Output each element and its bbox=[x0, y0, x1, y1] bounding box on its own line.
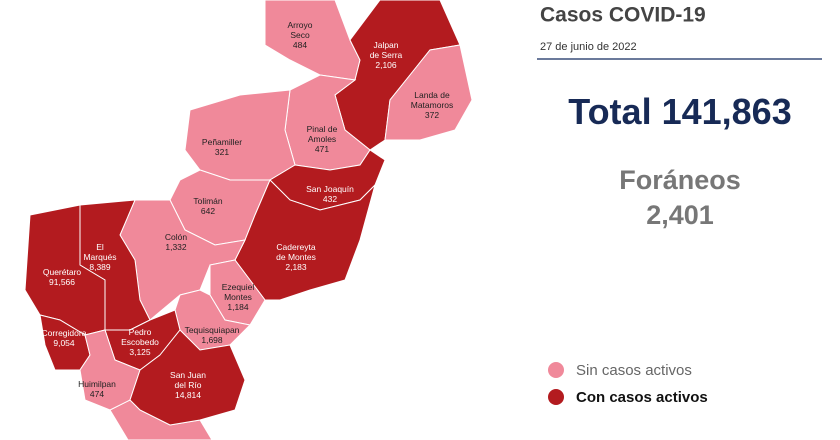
foraneos-label: Foráneos bbox=[619, 165, 741, 195]
municipality-name: Corregidora bbox=[42, 328, 87, 338]
municipality-name: Marqués bbox=[83, 252, 116, 262]
municipality-name: Cadereyta bbox=[276, 242, 315, 252]
municipality-name: Colón bbox=[165, 232, 187, 242]
legend-label: Con casos activos bbox=[576, 389, 708, 406]
foraneos-value: 2,401 bbox=[646, 200, 714, 230]
legend-label: Sin casos activos bbox=[576, 362, 692, 379]
municipality-label: Tequisquiapan 1,698 bbox=[185, 325, 240, 345]
municipality-label: Arroyo Seco 484 bbox=[287, 20, 312, 50]
municipality-label: San Juan del Río 14,814 bbox=[170, 370, 206, 400]
municipality-cases: 1,698 bbox=[201, 335, 223, 345]
municipality-label: Cadereyta de Montes 2,183 bbox=[276, 242, 316, 272]
municipality-name: Tolimán bbox=[193, 196, 223, 206]
municipality-label: Corregidora 9,054 bbox=[42, 328, 87, 348]
municipality-name: Pedro bbox=[129, 327, 152, 337]
municipality-cases: 2,183 bbox=[285, 262, 307, 272]
municipality bbox=[129, 329, 246, 426]
municipality-name: El bbox=[96, 242, 104, 252]
municipality-name: Querétaro bbox=[43, 267, 82, 277]
municipality-name: Peñamiller bbox=[202, 137, 242, 147]
municipality-label: Colón 1,332 bbox=[165, 232, 187, 252]
title: Casos COVID-19 bbox=[540, 4, 706, 27]
date: 27 de junio de 2022 bbox=[540, 41, 637, 53]
municipality bbox=[384, 44, 473, 141]
municipality-cases: 14,814 bbox=[175, 390, 201, 400]
municipality-name: Jalpan bbox=[373, 40, 398, 50]
municipality-cases: 372 bbox=[425, 110, 439, 120]
legend: Sin casos activos Con casos activos bbox=[548, 362, 708, 406]
municipality-name: Escobedo bbox=[121, 337, 159, 347]
municipality-cases: 432 bbox=[323, 194, 337, 204]
municipality-cases: 8,389 bbox=[89, 262, 111, 272]
municipality-cases: 474 bbox=[90, 389, 104, 399]
map: Arroyo Seco 484 Jalpan de Serra 2,106 Landa de… bbox=[24, 0, 473, 440]
municipality-name: Seco bbox=[290, 30, 310, 40]
municipality-cases: 642 bbox=[201, 206, 215, 216]
total: Total 141,863 bbox=[568, 91, 791, 132]
municipality-name: Montes bbox=[224, 292, 252, 302]
municipality-label: Landa de Matamoros 372 bbox=[411, 90, 454, 120]
legend-swatch bbox=[548, 362, 564, 378]
municipality-name: Matamoros bbox=[411, 100, 454, 110]
municipality-label: El Marqués 8,389 bbox=[83, 242, 116, 272]
municipality-name: del Río bbox=[175, 380, 202, 390]
municipality-name: Pinal de bbox=[307, 124, 338, 134]
municipality-name: de Montes bbox=[276, 252, 316, 262]
municipality-name: Landa de bbox=[414, 90, 450, 100]
municipality-name: Amoles bbox=[308, 134, 336, 144]
municipality-cases: 471 bbox=[315, 144, 329, 154]
municipality-name: San Joaquín bbox=[306, 184, 354, 194]
municipality-name: Tequisquiapan bbox=[185, 325, 240, 335]
municipality-name: Huimilpan bbox=[78, 379, 116, 389]
municipality-label: Jalpan de Serra 2,106 bbox=[370, 40, 403, 70]
municipality-cases: 1,332 bbox=[165, 242, 187, 252]
municipality bbox=[184, 89, 296, 181]
municipality-label: Pedro Escobedo 3,125 bbox=[121, 327, 159, 357]
municipality-cases: 91,566 bbox=[49, 277, 75, 287]
municipality-name: San Juan bbox=[170, 370, 206, 380]
legend-swatch bbox=[548, 389, 564, 405]
municipality-name: Ezequiel bbox=[222, 282, 255, 292]
municipality-cases: 1,184 bbox=[227, 302, 249, 312]
municipality bbox=[264, 0, 361, 81]
municipality-name: Arroyo bbox=[287, 20, 312, 30]
municipality-label: Querétaro 91,566 bbox=[43, 267, 82, 287]
municipality-cases: 9,054 bbox=[53, 338, 75, 348]
municipality-label: Peñamiller 321 bbox=[202, 137, 242, 157]
municipality-label: San Joaquín 432 bbox=[306, 184, 354, 204]
municipality-name: de Serra bbox=[370, 50, 403, 60]
municipality-label: Pinal de Amoles 471 bbox=[307, 124, 338, 154]
municipality-label: Huimilpan 474 bbox=[78, 379, 116, 399]
municipality-cases: 3,125 bbox=[129, 347, 151, 357]
municipality-label: Tolimán 642 bbox=[193, 196, 223, 216]
municipality-cases: 321 bbox=[215, 147, 229, 157]
municipality bbox=[79, 329, 141, 411]
municipality-cases: 484 bbox=[293, 40, 307, 50]
total-value: 141,863 bbox=[662, 91, 792, 132]
municipality-cases: 2,106 bbox=[375, 60, 397, 70]
total-label: Total bbox=[568, 91, 651, 132]
municipality-label: Ezequiel Montes 1,184 bbox=[222, 282, 255, 312]
